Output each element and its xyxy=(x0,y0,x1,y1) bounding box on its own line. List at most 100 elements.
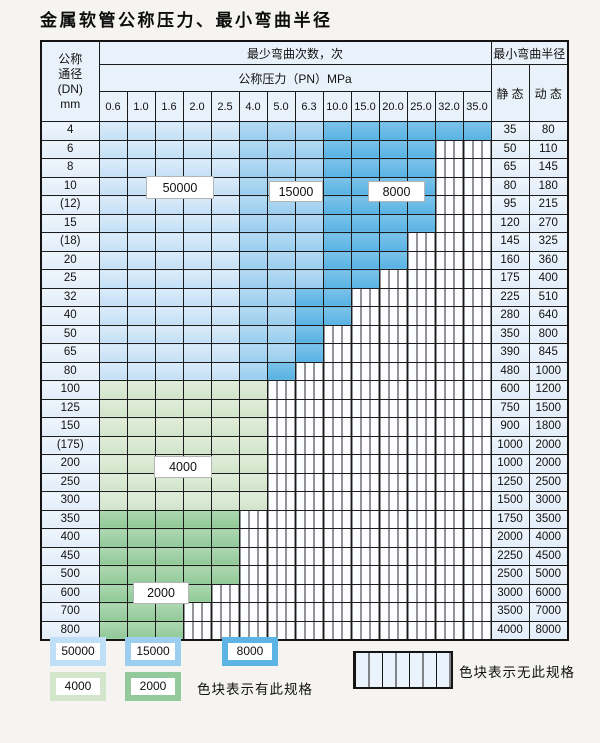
spec-cell xyxy=(266,491,296,511)
spec-cell xyxy=(238,287,268,307)
dn-value: 50 xyxy=(40,324,100,344)
spec-cell xyxy=(322,343,352,363)
spec-cell xyxy=(322,472,352,492)
dynamic-radius-value: 640 xyxy=(528,306,569,326)
dn-value: 32 xyxy=(40,287,100,307)
spec-cell xyxy=(406,528,436,548)
spec-cell xyxy=(210,472,240,492)
spec-cell xyxy=(154,528,184,548)
spec-cell xyxy=(350,602,380,622)
spec-cell xyxy=(350,343,380,363)
spec-cell xyxy=(182,417,212,437)
spec-cell xyxy=(238,139,268,159)
spec-cell xyxy=(378,139,408,159)
spec-cell xyxy=(462,232,492,252)
spec-cell xyxy=(322,509,352,529)
spec-cell xyxy=(238,472,268,492)
spec-cell xyxy=(182,250,212,270)
pressure-col-2.0: 2.0 xyxy=(182,91,212,122)
spec-cell xyxy=(294,343,324,363)
spec-cell xyxy=(182,232,212,252)
spec-cell xyxy=(434,343,464,363)
cycle-count-label-15000: 15000 xyxy=(269,181,323,202)
spec-cell xyxy=(266,121,296,141)
spec-cell xyxy=(322,435,352,455)
spec-cell xyxy=(210,195,240,215)
spec-cell xyxy=(126,435,156,455)
spec-cell xyxy=(462,158,492,178)
spec-cell xyxy=(406,380,436,400)
spec-cell xyxy=(126,528,156,548)
spec-cell xyxy=(126,398,156,418)
spec-cell xyxy=(238,176,268,196)
static-radius-value: 95 xyxy=(490,195,530,215)
spec-cell xyxy=(434,250,464,270)
spec-cell xyxy=(294,361,324,381)
table-row-dn-100: 100 600 1200 xyxy=(40,380,569,400)
spec-cell xyxy=(294,509,324,529)
spec-cell xyxy=(322,528,352,548)
spec-cell xyxy=(238,454,268,474)
spec-cell xyxy=(154,287,184,307)
dynamic-radius-value: 5000 xyxy=(528,565,569,585)
spec-cell xyxy=(378,380,408,400)
spec-cell xyxy=(210,287,240,307)
spec-cell xyxy=(434,287,464,307)
spec-cell xyxy=(322,620,352,641)
dn-value: 350 xyxy=(40,509,100,529)
spec-cell xyxy=(210,546,240,566)
static-radius-value: 145 xyxy=(490,232,530,252)
spec-cell xyxy=(350,213,380,233)
spec-cell xyxy=(462,343,492,363)
dynamic-radius-value: 1000 xyxy=(528,361,569,381)
spec-cell xyxy=(294,454,324,474)
spec-cell xyxy=(98,546,128,566)
spec-cell xyxy=(266,454,296,474)
dn-value: 800 xyxy=(40,620,100,641)
spec-cell xyxy=(378,454,408,474)
spec-cell xyxy=(322,287,352,307)
dynamic-radius-value: 400 xyxy=(528,269,569,289)
spec-cell xyxy=(462,398,492,418)
spec-cell xyxy=(154,398,184,418)
spec-cell xyxy=(238,565,268,585)
spec-cell xyxy=(350,583,380,603)
pressure-col-20.0: 20.0 xyxy=(378,91,408,122)
spec-cell xyxy=(238,546,268,566)
spec-cell xyxy=(210,213,240,233)
spec-cell xyxy=(126,620,156,641)
spec-cell xyxy=(210,491,240,511)
spec-cell xyxy=(294,158,324,178)
spec-cell xyxy=(210,269,240,289)
spec-cell xyxy=(98,139,128,159)
pressure-col-0.6: 0.6 xyxy=(98,91,128,122)
spec-cell xyxy=(98,380,128,400)
spec-cell xyxy=(210,509,240,529)
static-radius-value: 280 xyxy=(490,306,530,326)
spec-cell xyxy=(322,602,352,622)
spec-cell xyxy=(210,232,240,252)
spec-cell xyxy=(322,121,352,141)
table-row-dn-40: 40 280 640 xyxy=(40,306,569,326)
spec-cell xyxy=(266,158,296,178)
spec-cell xyxy=(406,269,436,289)
static-radius-value: 1000 xyxy=(490,454,530,474)
spec-cell xyxy=(350,324,380,344)
spec-cell xyxy=(378,602,408,622)
dn-value: 25 xyxy=(40,269,100,289)
spec-cell xyxy=(294,472,324,492)
spec-cell xyxy=(182,380,212,400)
spec-table: 公称 通径 (DN) mm 最少弯曲次数，次 最小弯曲半径 公称压力（PN）MP… xyxy=(40,40,569,641)
spec-cell xyxy=(182,509,212,529)
spec-cell xyxy=(266,417,296,437)
static-radius-value: 2250 xyxy=(490,546,530,566)
spec-cell xyxy=(182,158,212,178)
table-row-dn-(175): (175) 1000 2000 xyxy=(40,435,569,455)
spec-cell xyxy=(126,343,156,363)
dynamic-radius-value: 360 xyxy=(528,250,569,270)
table-row-dn-15: 15 120 270 xyxy=(40,213,569,233)
dn-value: 200 xyxy=(40,454,100,474)
spec-cell xyxy=(238,306,268,326)
dn-value: (175) xyxy=(40,435,100,455)
spec-cell xyxy=(406,454,436,474)
